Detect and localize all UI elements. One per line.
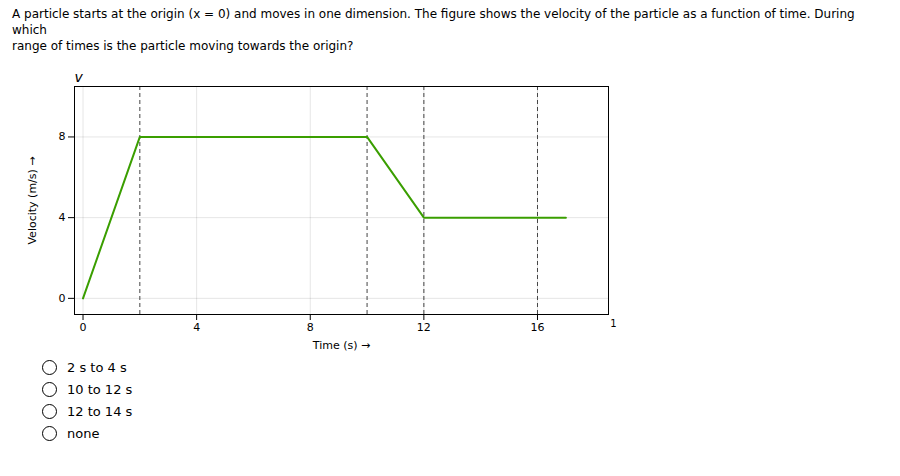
- html-text:2 s to 4 s: 2 s to 4 s: [67, 359, 127, 375]
- svg-text:0: 0: [59, 292, 66, 305]
- html-text:A particle starts at the origi: A particle starts at the origin (x = 0) …: [12, 7, 855, 37]
- svg-text:0: 0: [80, 321, 87, 334]
- html-text:12 to 14 s: 12 to 14 s: [67, 403, 133, 419]
- svg-text:1: 1: [610, 318, 616, 329]
- html-text:10 to 12 s: 10 to 12 s: [67, 381, 133, 397]
- svg-text:4: 4: [193, 321, 200, 334]
- svg-text:16: 16: [530, 321, 544, 334]
- svg-text:8: 8: [59, 130, 66, 143]
- html-text:range of times is the particle: range of times is the particle moving to…: [12, 39, 354, 53]
- svg-text:Time (s) →: Time (s) →: [312, 339, 370, 352]
- svg-text:12: 12: [417, 321, 431, 334]
- html-text:none: none: [67, 425, 100, 441]
- svg-text:v: v: [75, 69, 84, 85]
- svg-text:Velocity (m/s) →: Velocity (m/s) →: [26, 156, 39, 244]
- svg-text:4: 4: [59, 211, 66, 224]
- svg-text:8: 8: [307, 321, 314, 334]
